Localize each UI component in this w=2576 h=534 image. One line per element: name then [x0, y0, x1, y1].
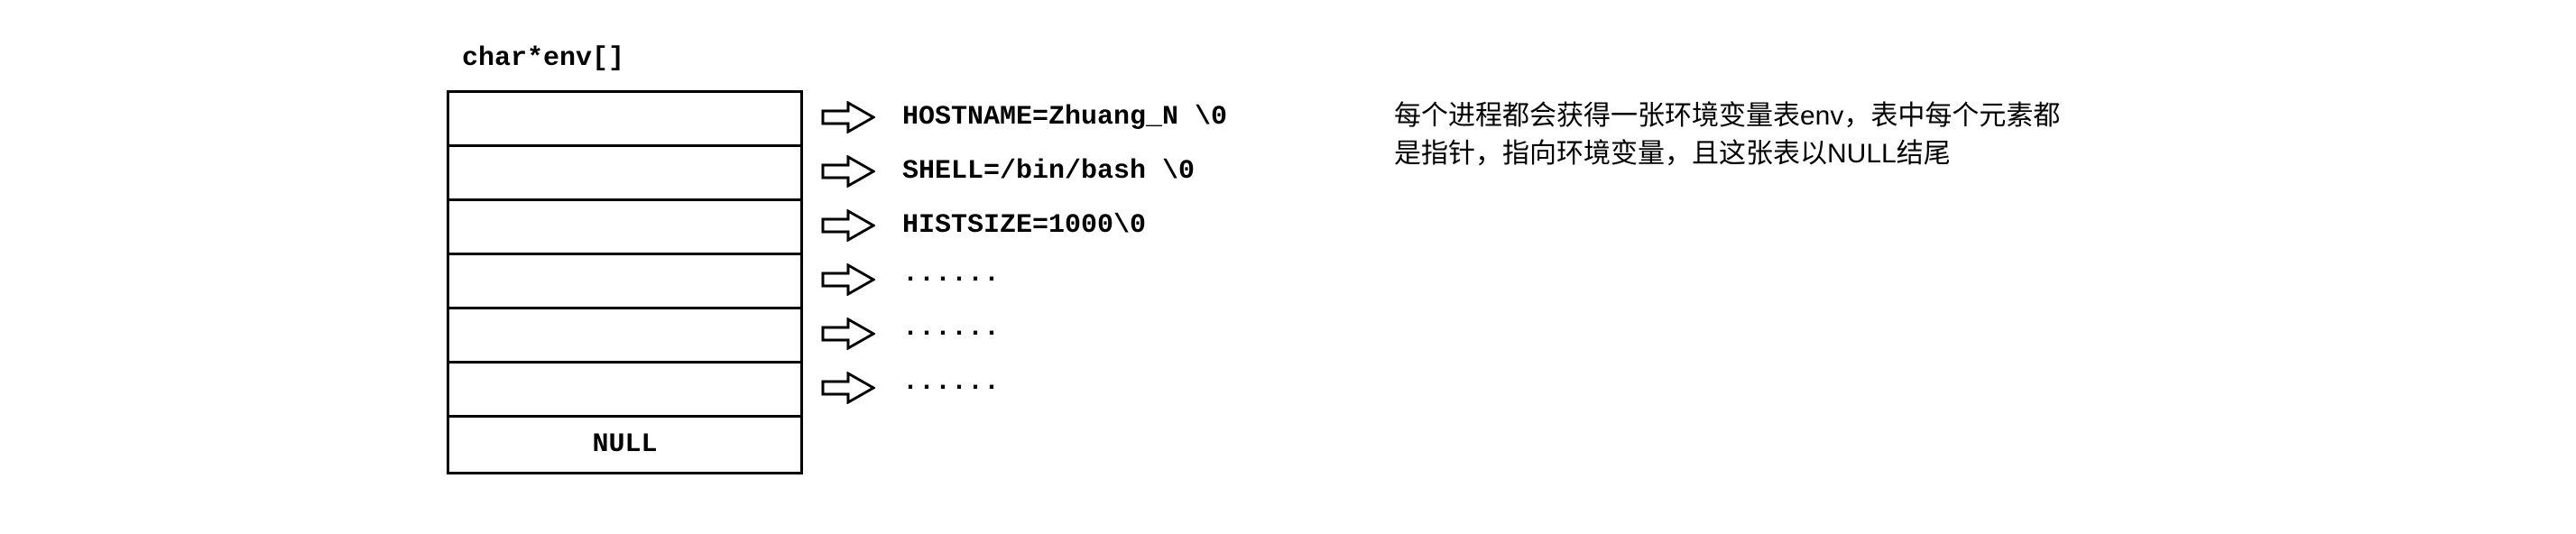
array-cell-2	[449, 201, 800, 255]
env-value-5: ······	[902, 373, 1000, 403]
array-title: char*env[]	[462, 43, 624, 74]
array-cell-6: NULL	[449, 418, 800, 472]
array-cell-4	[449, 309, 800, 364]
arrow-icon-1	[821, 155, 875, 188]
array-cell-5	[449, 364, 800, 418]
env-value-2: HISTSIZE=1000\0	[902, 210, 1146, 241]
env-value-1: SHELL=/bin/bash \0	[902, 156, 1195, 187]
arrow-icon-3	[821, 263, 875, 296]
arrow-icon-2	[821, 209, 875, 242]
arrow-icon-4	[821, 318, 875, 350]
description-line2: 是指针，指向环境变量，且这张表以NULL结尾	[1394, 135, 2060, 173]
env-value-0: HOSTNAME=Zhuang_N \0	[902, 102, 1227, 133]
arrow-icon-5	[821, 372, 875, 404]
env-value-4: ······	[902, 318, 1000, 349]
description-line1: 每个进程都会获得一张环境变量表env，表中每个元素都	[1394, 97, 2060, 135]
array-cell-0	[449, 93, 800, 147]
array-cell-3	[449, 255, 800, 309]
env-value-3: ······	[902, 264, 1000, 295]
array-cell-1	[449, 147, 800, 201]
arrow-icon-0	[821, 101, 875, 134]
description-text: 每个进程都会获得一张环境变量表env，表中每个元素都 是指针，指向环境变量，且这…	[1394, 97, 2060, 173]
env-array: NULL	[447, 90, 803, 474]
